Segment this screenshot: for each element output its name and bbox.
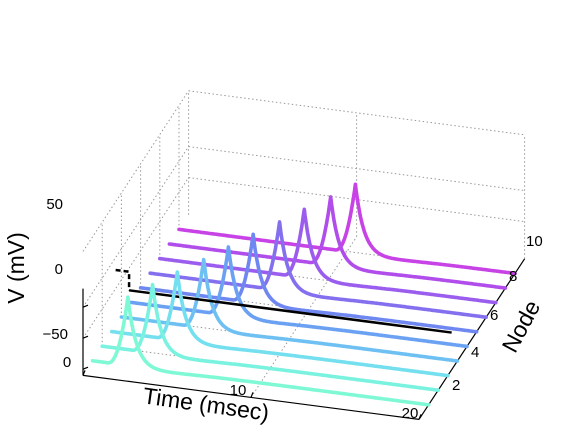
node-tick-label: 6 <box>490 307 498 324</box>
node-trace-2 <box>100 282 440 392</box>
node-tick-label: 10 <box>526 233 543 250</box>
node-tick-label: 4 <box>471 344 479 361</box>
node-trace-10 <box>177 182 517 276</box>
v-tick-label: 0 <box>55 261 63 278</box>
labels: 50 0 −50 0 10 20 2 4 6 8 10 V (mV) Time … <box>3 196 545 426</box>
node-axis-line <box>418 258 526 420</box>
grid-line <box>188 146 525 192</box>
node-trace-8 <box>158 207 498 305</box>
x-tick-label: 10 <box>230 382 247 399</box>
v-tick-label: −50 <box>43 326 68 343</box>
x-axis-label: Time (msec) <box>141 382 270 425</box>
node-trace-9 <box>167 195 508 290</box>
grid-line <box>188 90 525 136</box>
node-trace-5 <box>129 245 469 349</box>
z-axis-label: Node <box>497 296 546 357</box>
x-tick <box>250 392 254 398</box>
x-tick-label: 20 <box>402 405 419 422</box>
stimulus-step <box>115 268 131 291</box>
v-tick <box>82 335 89 339</box>
v-tick <box>82 304 89 308</box>
grid-line <box>250 236 358 398</box>
traces <box>90 182 517 407</box>
v-tick-label: 50 <box>46 196 63 213</box>
grid-line <box>82 177 190 339</box>
x-tick <box>82 370 86 376</box>
y-axis-label: V (mV) <box>3 232 29 304</box>
node-trace-1 <box>90 295 431 407</box>
x-tick-label: 0 <box>63 354 71 371</box>
node-trace-4 <box>119 257 460 363</box>
stimulus-baseline <box>128 289 452 334</box>
node-tick-label: 8 <box>509 268 517 285</box>
x-tick <box>418 414 422 420</box>
grid-line <box>82 90 190 252</box>
node-trace-3 <box>110 270 450 378</box>
node-tick-label: 2 <box>452 377 460 394</box>
v-tick <box>82 366 89 370</box>
grid-line <box>82 146 190 308</box>
